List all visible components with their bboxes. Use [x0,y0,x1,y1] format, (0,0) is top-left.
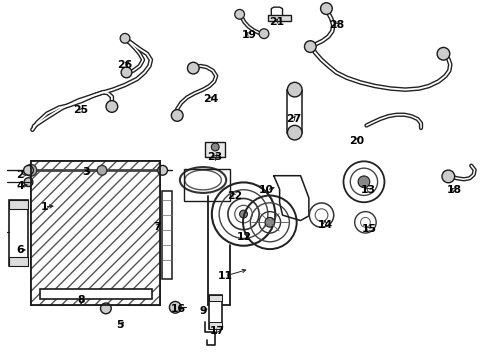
Circle shape [259,29,268,39]
Text: 20: 20 [348,136,364,145]
Text: 10: 10 [259,185,273,195]
Text: 5: 5 [116,320,123,330]
Circle shape [25,165,37,176]
Circle shape [97,166,107,175]
Text: 19: 19 [242,30,256,40]
Circle shape [239,210,247,218]
Text: 22: 22 [226,191,242,201]
Circle shape [24,178,33,186]
Text: 27: 27 [285,114,300,124]
Text: 14: 14 [317,220,332,230]
Circle shape [211,143,219,151]
Text: 23: 23 [207,152,223,162]
Bar [209,322,221,329]
Circle shape [120,33,130,43]
Circle shape [264,217,274,227]
Text: 24: 24 [203,94,218,104]
Circle shape [171,109,183,121]
Circle shape [436,48,449,60]
Text: 4: 4 [17,181,24,191]
Bar [267,15,291,22]
Circle shape [320,3,331,14]
Text: 3: 3 [82,167,90,177]
Text: 2: 2 [17,170,24,180]
Bar [183,168,229,201]
Text: 18: 18 [446,185,461,195]
Text: 21: 21 [268,17,283,27]
Bar [209,295,221,329]
Text: 7: 7 [153,222,160,231]
Bar [205,142,224,157]
Circle shape [169,301,181,313]
Text: 9: 9 [199,306,206,316]
Text: 13: 13 [361,185,376,195]
Text: 16: 16 [171,304,186,314]
Circle shape [187,62,199,74]
Bar [287,90,302,133]
Bar [161,191,172,279]
Text: 25: 25 [73,105,88,115]
Circle shape [158,166,167,175]
Text: 28: 28 [329,20,344,30]
Bar [40,289,152,300]
Text: 6: 6 [17,245,24,255]
Text: 1: 1 [41,202,48,212]
Bar [209,295,221,301]
Text: 17: 17 [210,325,225,336]
Bar [31,161,160,305]
Circle shape [23,166,33,175]
Text: 26: 26 [117,59,132,69]
Circle shape [287,125,302,140]
Circle shape [304,41,316,53]
Bar [9,200,28,266]
Circle shape [106,101,118,112]
Text: 15: 15 [361,225,376,234]
Circle shape [234,9,244,19]
Bar [9,200,28,209]
Circle shape [121,67,132,78]
Text: 8: 8 [77,295,85,305]
Bar [31,161,160,305]
Circle shape [101,303,111,314]
Text: 12: 12 [237,232,251,242]
Bar [9,257,28,266]
Text: 11: 11 [217,271,232,281]
Bar [31,161,160,305]
Circle shape [441,170,454,183]
Circle shape [357,176,369,188]
Circle shape [287,82,302,97]
